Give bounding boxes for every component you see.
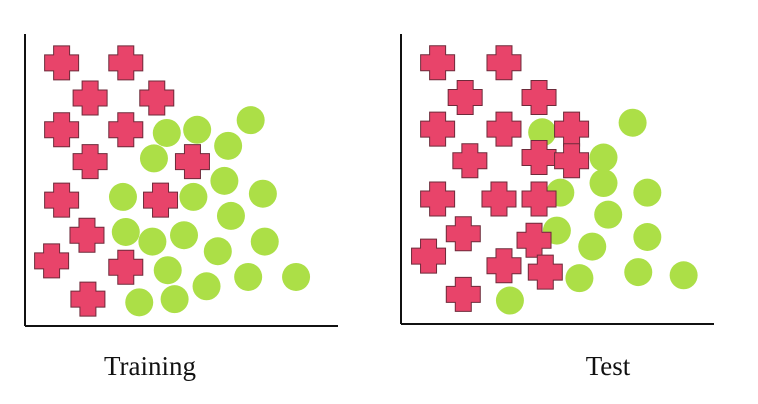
test-circle-point-1	[618, 108, 647, 137]
training-cross-point-5	[108, 112, 144, 148]
training-circle-point-4	[139, 144, 168, 173]
test-caption: Test	[586, 351, 631, 381]
training-circle-point-9	[216, 201, 245, 230]
training-circle-point-11	[138, 227, 167, 256]
training-cross-point-12	[108, 249, 144, 285]
training-cross-point-3	[139, 80, 175, 116]
training-cross-point-10	[69, 217, 105, 253]
test-cross-point-17	[527, 254, 563, 290]
test-circle-point-6	[594, 200, 623, 229]
test-circle-point-2	[589, 143, 618, 172]
training-markers	[34, 45, 311, 317]
training-cross-point-4	[44, 112, 80, 148]
training-cross-point-1	[108, 45, 144, 81]
test-circle-point-0	[528, 118, 557, 147]
test-cross-point-6	[554, 111, 590, 147]
training-caption: Training	[104, 351, 196, 381]
test-cross-point-12	[521, 181, 557, 217]
test-circle-point-5	[633, 178, 662, 207]
training-circle-point-10	[111, 217, 140, 246]
training-cross-point-0	[44, 45, 80, 81]
training-circle-point-7	[179, 182, 208, 211]
test-cross-point-11	[481, 181, 517, 217]
test-circle-point-8	[633, 223, 662, 251]
training-circle-point-12	[170, 221, 199, 250]
test-cross-point-15	[411, 238, 447, 274]
training-circle-point-6	[108, 182, 137, 211]
training-circle-point-15	[153, 256, 182, 285]
test-circle-point-4	[589, 169, 618, 198]
training-cross-point-6	[72, 144, 108, 180]
test-circle-point-13	[495, 286, 524, 315]
training-cross-point-13	[70, 281, 106, 317]
test-cross-point-0	[420, 45, 456, 81]
training-circle-point-14	[203, 237, 232, 266]
training-cross-point-8	[44, 182, 80, 218]
training-circle-point-13	[250, 227, 279, 256]
test-cross-point-7	[452, 143, 488, 179]
training-circle-point-17	[282, 262, 311, 291]
training-cross-point-9	[143, 182, 179, 218]
training-panel: Training	[24, 34, 338, 381]
test-circle-point-10	[624, 258, 653, 287]
training-circle-point-16	[234, 262, 263, 291]
training-cross-point-2	[72, 80, 108, 116]
test-cross-point-1	[486, 45, 522, 81]
training-circle-point-19	[125, 288, 154, 317]
test-cross-point-9	[554, 143, 590, 179]
training-circle-point-0	[236, 106, 265, 135]
training-circle-point-5	[210, 166, 239, 195]
test-cross-point-16	[486, 248, 522, 284]
test-cross-point-10	[420, 181, 456, 217]
test-panel: Test	[400, 34, 714, 381]
test-cross-point-4	[420, 111, 456, 147]
training-circle-point-3	[214, 131, 243, 160]
test-markers	[411, 45, 698, 315]
training-circle-point-1	[152, 118, 181, 147]
test-circle-point-12	[669, 261, 698, 290]
test-cross-point-2	[447, 80, 483, 116]
test-circle-point-11	[565, 264, 594, 293]
test-cross-point-3	[521, 80, 557, 116]
training-circle-point-18	[192, 272, 221, 301]
training-cross-point-7	[174, 144, 210, 180]
test-cross-point-13	[445, 216, 481, 252]
training-cross-point-11	[34, 243, 70, 279]
training-circle-point-2	[183, 115, 212, 144]
test-cross-point-8	[521, 140, 557, 176]
training-circle-point-20	[160, 285, 189, 314]
training-circle-point-8	[248, 179, 277, 208]
test-cross-point-5	[486, 111, 522, 147]
test-circle-point-9	[578, 232, 607, 261]
test-cross-point-18	[445, 276, 481, 312]
